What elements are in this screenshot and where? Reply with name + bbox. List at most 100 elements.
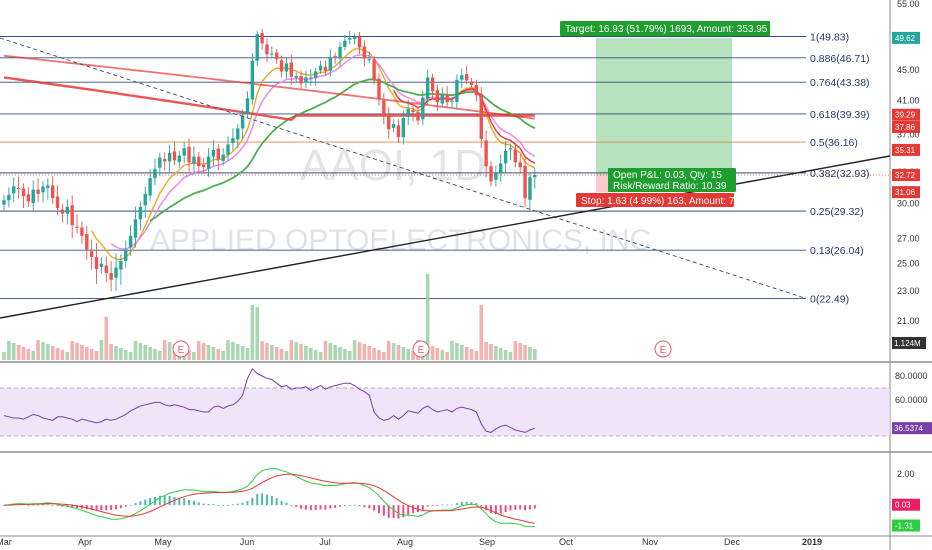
- macd-histogram-bar: [441, 504, 444, 506]
- open-pl-label: Open P&L: 0.03, Qty: 15: [613, 170, 722, 181]
- candle-body: [479, 93, 483, 139]
- volume-bar: [143, 345, 148, 360]
- candle-body: [60, 209, 65, 214]
- candle-body: [396, 125, 401, 138]
- candle-body: [192, 156, 196, 164]
- volume-bar: [123, 350, 128, 360]
- macd-histogram-bar: [246, 501, 249, 506]
- macd-histogram-bar: [353, 504, 356, 506]
- price-axis-label: 45.00: [897, 65, 920, 75]
- volume-bar: [328, 343, 333, 360]
- volume-bar: [89, 349, 94, 360]
- price-axis-label: 55.00: [897, 0, 920, 9]
- candle-body: [416, 112, 420, 121]
- volume-bar: [2, 352, 6, 360]
- candle-body: [411, 110, 415, 113]
- candle-body: [94, 257, 99, 269]
- candle-body: [36, 189, 40, 194]
- macd-histogram-bar: [514, 505, 517, 510]
- macd-histogram-bar: [158, 495, 161, 506]
- price-axis[interactable]: 55.0050.0045.0041.0037.0033.0030.0027.00…: [892, 0, 932, 532]
- trendlines[interactable]: [0, 37, 891, 319]
- macd-histogram-bar: [373, 505, 376, 511]
- volume-bar: [304, 346, 308, 360]
- macd-histogram-bar: [436, 505, 439, 506]
- volume-bar: [455, 343, 459, 360]
- candle-body: [216, 148, 220, 160]
- candle-body: [338, 46, 342, 59]
- watermark-ticker: AAOI, 1D: [300, 141, 486, 190]
- volume-bar: [55, 348, 60, 360]
- time-axis-label: Mar: [0, 537, 12, 547]
- macd-histogram-bar: [105, 505, 108, 511]
- macd-histogram-bar: [110, 505, 113, 511]
- time-axis-label: Dec: [724, 537, 741, 547]
- volume-bar: [469, 349, 474, 360]
- candle-body: [455, 79, 459, 102]
- macd-histogram-bar: [460, 501, 463, 506]
- candle-body: [435, 90, 440, 103]
- candle-body: [343, 40, 347, 47]
- stop-label: Stop: 1.63 (4.99%) 163, Amount: 75.55: [581, 196, 754, 207]
- volume-bar: [109, 344, 113, 360]
- price-tag-label: 31.06: [895, 188, 916, 197]
- volume-bar: [435, 348, 440, 360]
- volume-bar: [274, 347, 279, 360]
- candle-body: [31, 189, 35, 204]
- time-axis[interactable]: Mar Apr May Jun Jul Aug Sep Oct Nov Dec 2019: [0, 537, 822, 547]
- volume-bar: [46, 344, 50, 360]
- candle-body: [206, 156, 211, 169]
- candle-body: [65, 206, 70, 214]
- candle-body: [124, 249, 128, 261]
- position-labels: Target: 16.93 (51.79%) 1693, Amount: 353…: [560, 21, 770, 207]
- candle-body: [270, 53, 274, 55]
- candle-body: [304, 77, 308, 83]
- volume-bar: [352, 340, 357, 360]
- volume-bar: [211, 347, 216, 360]
- rsi-line: [3, 367, 535, 433]
- volume-bar: [411, 351, 415, 360]
- macd-histogram-bar: [446, 504, 449, 506]
- macd-histogram-bar: [76, 505, 79, 509]
- macd-histogram-bar: [261, 493, 264, 506]
- macd-value-tag: [892, 519, 920, 532]
- volume-bar: [357, 342, 362, 360]
- candle-body: [469, 81, 474, 86]
- profit-zone: [596, 37, 732, 175]
- macd-histogram-bar: [324, 505, 327, 510]
- volume-bar: [153, 349, 157, 360]
- price-tag: [892, 143, 920, 156]
- macd-histogram-bar: [470, 502, 473, 506]
- candle-body: [533, 174, 537, 178]
- candle-body: [318, 65, 323, 71]
- candle-body: [464, 74, 469, 81]
- descending-trendline: [0, 37, 807, 299]
- trend-ma-line: [393, 88, 536, 164]
- volume-bar: [31, 351, 36, 360]
- fib-level-label: 0.25(29.32): [810, 206, 864, 218]
- rsi-band: [0, 388, 890, 436]
- macd-histogram-bar: [192, 500, 195, 506]
- candle-body: [41, 186, 45, 193]
- macd-histogram-bar: [275, 498, 278, 506]
- volume-bar: [382, 352, 386, 360]
- candle-body: [474, 85, 479, 96]
- candle-body: [148, 178, 152, 196]
- volume-bar: [270, 345, 274, 360]
- volume-bar: [391, 343, 396, 360]
- macd-histogram-bar: [46, 504, 49, 506]
- macd-histogram-bar: [124, 505, 127, 507]
- fib-level-label: 0.618(39.39): [810, 109, 870, 121]
- volume-bar: [528, 347, 532, 360]
- macd-histogram-bar: [163, 495, 166, 506]
- price-tag: [892, 168, 920, 181]
- time-axis-label: Sep: [479, 537, 495, 547]
- volume-bar: [7, 341, 11, 360]
- volume-bar: [133, 341, 138, 360]
- candle-body: [12, 186, 16, 194]
- candle-body: [513, 149, 518, 163]
- macd-histogram-bar: [144, 499, 147, 506]
- volume-bar: [523, 345, 527, 360]
